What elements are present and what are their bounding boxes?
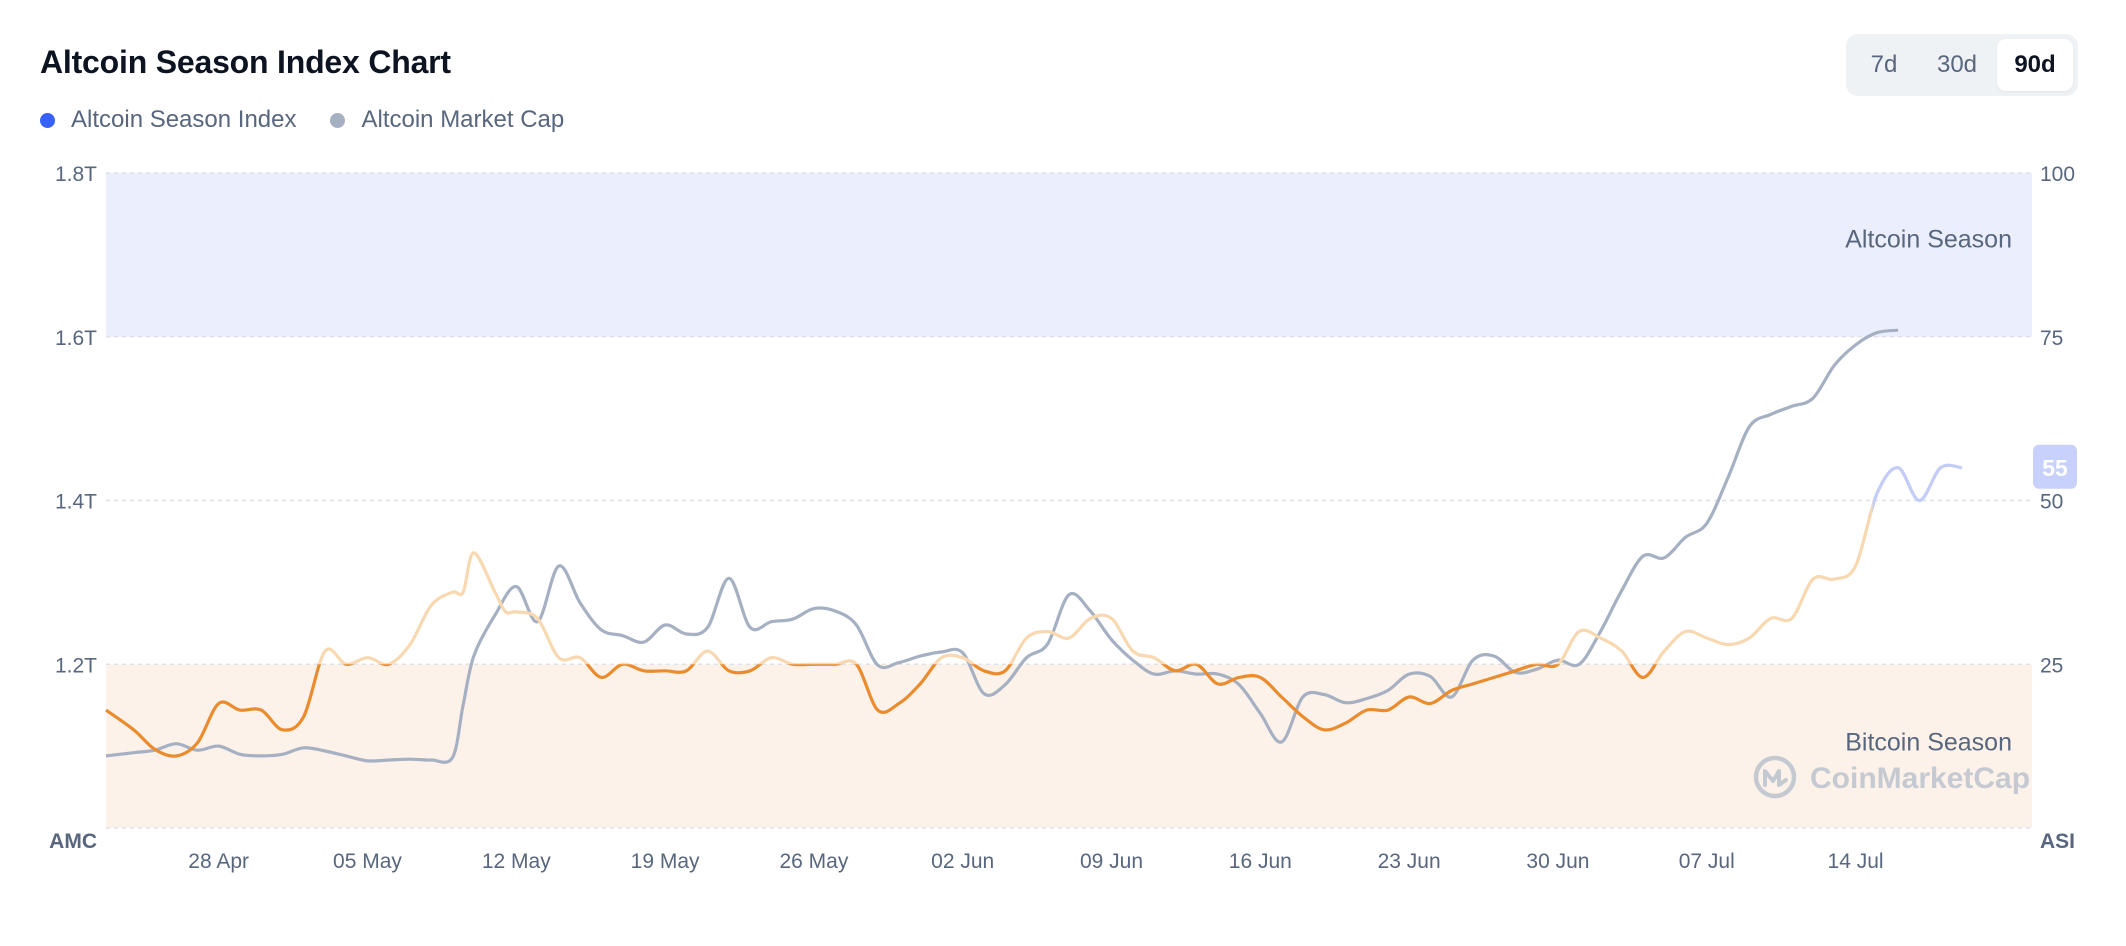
coinmarketcap-logo-mark (1763, 769, 1788, 787)
chart-legend: Altcoin Season Index Altcoin Market Cap (40, 106, 564, 134)
x-axis-tick: 16 Jun (1229, 850, 1292, 873)
x-axis-tick: 23 Jun (1378, 850, 1441, 873)
time-range-tabs: 7d 30d 90d (1846, 34, 2078, 96)
asi-line-bitcoin-segment (105, 664, 1658, 758)
current-asi-badge-text: 55 (2042, 455, 2068, 481)
left-axis-tick: 1.8T (55, 163, 97, 186)
x-axis-tick: 05 May (333, 850, 402, 873)
x-axis-tick: 12 May (482, 850, 551, 873)
bitcoin-season-zone (106, 664, 2032, 828)
tab-90d[interactable]: 90d (1997, 39, 2073, 91)
altcoin-season-index-line (105, 463, 1963, 758)
bitcoin-season-label: Bitcoin Season (1845, 728, 2012, 756)
x-axis-tick: 26 May (779, 850, 848, 873)
legend-dot-mcap-icon (330, 112, 346, 128)
coinmarketcap-logo-icon (1753, 755, 1797, 799)
left-axis-tick: 1.6T (55, 327, 97, 350)
x-axis-tick: 28 Apr (188, 850, 249, 873)
x-axis-tick: 19 May (631, 850, 700, 873)
coinmarketcap-watermark: CoinMarketCap (1753, 755, 2030, 799)
x-axis-tick: 07 Jul (1679, 850, 1735, 873)
x-axis-tick: 14 Jul (1828, 850, 1884, 873)
current-asi-badge (2033, 444, 2077, 489)
right-axis-tick: 50 (2040, 491, 2063, 514)
right-axis-tick: 100 (2040, 163, 2075, 186)
right-axis-tick: 75 (2040, 327, 2063, 350)
coinmarketcap-watermark-text: CoinMarketCap (1810, 762, 2030, 795)
legend-label-asi: Altcoin Season Index (71, 106, 297, 133)
right-axis-tick: 25 (2040, 654, 2063, 677)
left-axis-tick: 1.4T (55, 491, 97, 514)
legend-label-mcap: Altcoin Market Cap (361, 106, 565, 133)
asi-line-neutral-segment (317, 463, 1963, 665)
legend-item-mcap[interactable]: Altcoin Market Cap (330, 106, 564, 134)
right-axis-label: ASI (2040, 830, 2075, 853)
altcoin-season-zone (106, 173, 2032, 337)
page-title: Altcoin Season Index Chart (40, 44, 451, 80)
x-axis-tick: 30 Jun (1526, 850, 1589, 873)
x-axis-tick: 02 Jun (931, 850, 994, 873)
left-axis-tick: 1.2T (55, 654, 97, 677)
left-axis-label: AMC (49, 830, 97, 853)
x-axis-tick: 09 Jun (1080, 850, 1143, 873)
tab-30d[interactable]: 30d (1936, 51, 1978, 78)
tab-7d[interactable]: 7d (1870, 51, 1898, 78)
legend-item-asi[interactable]: Altcoin Season Index (40, 106, 296, 134)
legend-dot-asi-icon (40, 112, 55, 128)
altcoin-season-label: Altcoin Season (1845, 226, 2012, 254)
